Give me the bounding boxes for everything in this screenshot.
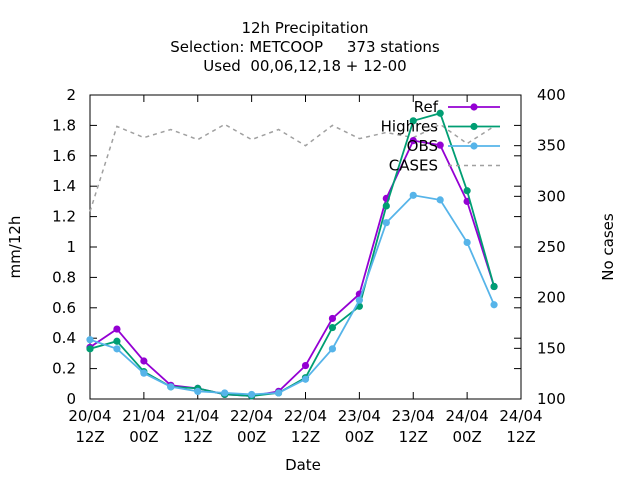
data-point-highres bbox=[463, 187, 471, 195]
y-tick-label: 2 bbox=[66, 86, 76, 104]
legend-label-ref: Ref bbox=[414, 98, 439, 116]
y-tick-label: 0.4 bbox=[52, 329, 76, 347]
x-tick-label-time: 12Z bbox=[183, 428, 212, 446]
x-tick-label-date: 24/04 bbox=[499, 407, 542, 425]
series-line-obs bbox=[89, 194, 495, 396]
x-tick-label-time: 00Z bbox=[129, 428, 158, 446]
y-tick-label: 1.6 bbox=[52, 147, 76, 165]
data-point-obs bbox=[328, 345, 337, 353]
y-tick-label: 1.2 bbox=[52, 208, 76, 226]
legend-label-cases: CASES bbox=[389, 157, 438, 175]
legend-marker-ref bbox=[470, 103, 478, 111]
data-point-highres bbox=[113, 337, 121, 345]
data-point-ref bbox=[113, 325, 121, 333]
x-tick-label-time: 12Z bbox=[75, 428, 104, 446]
data-point-obs bbox=[113, 345, 121, 353]
y2-tick-label: 250 bbox=[537, 238, 566, 256]
y2-tick-label: 150 bbox=[537, 339, 566, 357]
y2-tick-label: 400 bbox=[537, 86, 566, 104]
series-layer bbox=[86, 109, 498, 400]
data-point-highres bbox=[328, 323, 337, 332]
legend-label-obs: OBS bbox=[407, 137, 438, 155]
data-point-ref bbox=[301, 361, 310, 370]
x-axis-label: Date bbox=[285, 456, 321, 474]
data-point-highres bbox=[86, 345, 94, 353]
x-tick-label-date: 23/04 bbox=[338, 407, 381, 425]
x-tick-label-date: 23/04 bbox=[392, 407, 435, 425]
x-axis-ticks: 20/04 12Z 21/04 00Z 21/04 12Z 22/04 00Z 22/04 12Z… bbox=[68, 95, 543, 446]
series-line-cases bbox=[89, 123, 495, 212]
data-point-obs bbox=[301, 375, 310, 383]
data-point-obs bbox=[463, 238, 471, 247]
plot-frame bbox=[89, 94, 522, 400]
x-tick-label-time: 12Z bbox=[291, 428, 320, 446]
x-tick-label-time: 00Z bbox=[237, 428, 266, 446]
data-point-ref bbox=[436, 141, 444, 149]
data-point-obs bbox=[248, 390, 256, 399]
data-point-obs bbox=[221, 389, 229, 397]
chart-title-line-2: Selection: METCOOP 373 stations bbox=[170, 38, 440, 56]
data-point-ref bbox=[328, 314, 337, 323]
x-tick-label-time: 12Z bbox=[506, 428, 535, 446]
x-tick-label-date: 21/04 bbox=[176, 407, 219, 425]
y2-tick-label: 100 bbox=[537, 390, 566, 408]
y-tick-label: 1.4 bbox=[52, 177, 76, 195]
legend-marker-obs bbox=[470, 142, 478, 150]
plot-border bbox=[89, 94, 522, 400]
x-tick-label-date: 24/04 bbox=[446, 407, 489, 425]
data-point-obs bbox=[382, 219, 390, 227]
x-tick-label-time: 00Z bbox=[345, 428, 374, 446]
data-point-obs bbox=[194, 387, 202, 395]
y-tick-label: 0 bbox=[66, 390, 76, 408]
data-point-highres bbox=[436, 109, 444, 117]
x-tick-label-time: 00Z bbox=[452, 428, 481, 446]
y2-tick-label: 300 bbox=[537, 187, 566, 205]
chart-title-line-1: 12h Precipitation bbox=[241, 19, 368, 37]
y-axis-label: mm/12h bbox=[6, 216, 24, 279]
x-tick-label-time: 12Z bbox=[399, 428, 428, 446]
y-tick-label: 1 bbox=[66, 238, 76, 256]
data-point-obs bbox=[490, 301, 498, 309]
x-tick-label-date: 20/04 bbox=[68, 407, 111, 425]
y-tick-label: 0.2 bbox=[52, 360, 76, 378]
series-line-ref bbox=[89, 139, 495, 397]
x-tick-label-date: 22/04 bbox=[284, 407, 327, 425]
y-tick-label: 1.8 bbox=[52, 116, 76, 134]
x-tick-label-date: 22/04 bbox=[230, 407, 273, 425]
data-point-ref bbox=[140, 357, 148, 365]
legend-label-highres: Highres bbox=[381, 118, 439, 136]
data-point-ref bbox=[409, 137, 417, 145]
data-point-highres bbox=[490, 282, 498, 291]
data-point-obs bbox=[436, 196, 444, 204]
y2-axis-ticks: 100 150 200 250 300 350 400 bbox=[514, 86, 566, 408]
y2-axis-label: No cases bbox=[599, 213, 617, 281]
y-axis-ticks: 0 0.2 0.4 0.6 0.8 1 1.2 1.4 1.6 1.8 2 bbox=[52, 86, 521, 408]
data-point-obs bbox=[409, 191, 417, 199]
y-tick-label: 0.8 bbox=[52, 268, 76, 286]
data-point-highres bbox=[409, 117, 417, 125]
data-point-obs bbox=[274, 389, 283, 397]
y2-tick-label: 200 bbox=[537, 289, 566, 307]
data-point-obs bbox=[167, 383, 175, 391]
y-tick-label: 0.6 bbox=[52, 299, 76, 317]
data-point-highres bbox=[382, 202, 390, 210]
data-point-obs bbox=[140, 369, 148, 377]
data-point-obs bbox=[355, 296, 363, 304]
chart-title-line-3: Used 00,06,12,18 + 12-00 bbox=[203, 57, 406, 75]
x-tick-label-date: 21/04 bbox=[122, 407, 165, 425]
data-point-obs bbox=[86, 336, 94, 344]
y2-tick-label: 350 bbox=[537, 137, 566, 155]
legend-marker-highres bbox=[470, 122, 478, 131]
